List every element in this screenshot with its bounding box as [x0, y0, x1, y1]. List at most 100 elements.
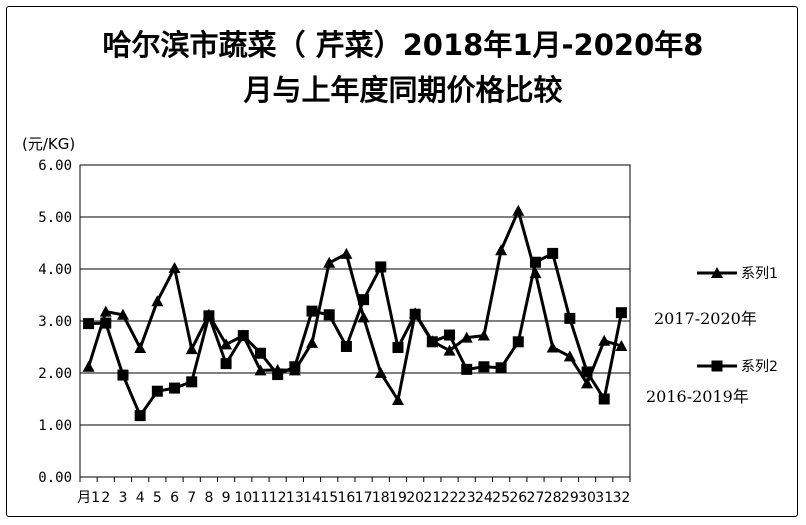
series-1-point-29: [563, 350, 576, 362]
series-2-point-14: [306, 305, 318, 317]
series-1-point-22: [443, 344, 456, 356]
series-2-point-26: [512, 336, 524, 348]
series-1-point-16: [340, 247, 353, 259]
series-1-point-15: [323, 256, 336, 268]
legend-marker-series-1: [711, 267, 723, 278]
series-1-point-2: [99, 305, 112, 317]
series-2-point-22: [444, 329, 456, 341]
series-2-point-32: [615, 307, 627, 319]
series-1-point-4: [134, 342, 147, 354]
x-tick-label-30: 30: [578, 490, 596, 506]
x-tick-label-29: 29: [561, 490, 579, 506]
x-tick-label-28: 28: [544, 490, 562, 506]
series-1-point-6: [168, 261, 181, 273]
series-2-point-5: [151, 385, 163, 397]
x-tick-label-31: 31: [595, 490, 613, 506]
series-1-point-17: [357, 311, 370, 323]
x-tick-label-3: 3: [119, 490, 128, 506]
y-tick-label-3: 3.00: [38, 314, 72, 330]
chart-frame: [6, 6, 798, 517]
series-2-point-16: [340, 340, 352, 352]
series-2-point-18: [375, 261, 387, 273]
x-tick-label-15: 15: [320, 490, 338, 506]
series-2-point-10: [237, 330, 249, 342]
series-1-point-1: [82, 360, 95, 372]
series-2-point-6: [169, 382, 181, 394]
series-1-point-11: [254, 364, 267, 376]
series-2-point-12: [272, 369, 284, 381]
series-1-point-19: [391, 394, 404, 406]
series-1-point-28: [546, 341, 559, 353]
series-2-point-27: [529, 256, 541, 268]
series-2-point-25: [495, 362, 507, 374]
x-tick-label-1: 月1: [77, 490, 100, 506]
x-tick-label-32: 32: [612, 490, 630, 506]
series-2-point-11: [254, 347, 266, 359]
series-1-line: [87, 209, 622, 402]
x-tick-label-6: 6: [170, 490, 179, 506]
x-tick-label-16: 16: [337, 490, 355, 506]
series-2-point-15: [323, 309, 335, 321]
x-tick-label-22: 22: [441, 490, 459, 506]
series-1-point-31: [598, 334, 611, 346]
series-2-point-31: [598, 393, 610, 405]
chart-title-line1: 哈尔滨市蔬菜（ 芹菜）2018年1月-2020年8: [102, 28, 704, 62]
x-tick-label-10: 10: [234, 490, 252, 506]
series-2-point-20: [409, 308, 421, 320]
y-tick-label-5: 5.00: [38, 210, 72, 226]
legend-label-series-1: 系列1: [741, 266, 778, 282]
series-1-point-14: [306, 336, 319, 348]
x-tick-label-12: 12: [269, 490, 287, 506]
x-tick-label-20: 20: [406, 490, 424, 506]
series-2-point-9: [220, 358, 232, 370]
series-1-point-26: [512, 204, 525, 216]
x-tick-label-5: 5: [153, 490, 162, 506]
series-1-point-25: [495, 244, 508, 256]
series2-period-note: 2016-2019年: [646, 387, 749, 406]
x-tick-label-17: 17: [355, 490, 373, 506]
series-2-point-13: [289, 361, 301, 373]
series-1-point-5: [151, 295, 164, 307]
series-2-point-1: [83, 318, 95, 330]
x-tick-label-25: 25: [492, 490, 510, 506]
series-2-point-8: [203, 310, 215, 322]
series-1-point-18: [374, 367, 387, 378]
x-tick-label-11: 11: [252, 490, 270, 506]
chart-title-line2: 月与上年度同期价格比较: [243, 73, 563, 107]
series-2-point-7: [186, 376, 198, 388]
series-2-point-3: [117, 369, 129, 381]
series-1-point-23: [460, 331, 473, 343]
series1-period-note: 2017-2020年: [654, 309, 757, 328]
y-tick-label-0: 0.00: [38, 470, 72, 486]
x-tick-label-23: 23: [458, 490, 476, 506]
series-2-point-17: [358, 294, 370, 306]
series-2-point-19: [392, 342, 404, 354]
x-tick-label-19: 19: [389, 490, 407, 506]
x-tick-label-14: 14: [303, 490, 321, 506]
series-2-point-23: [461, 363, 473, 375]
y-axis-unit-label: (元/KG): [22, 135, 76, 153]
series-1-point-30: [581, 377, 594, 389]
x-tick-label-18: 18: [372, 490, 390, 506]
y-tick-label-4: 4.00: [38, 262, 72, 278]
x-tick-label-27: 27: [527, 490, 545, 506]
x-tick-label-13: 13: [286, 490, 304, 506]
x-tick-label-26: 26: [509, 490, 527, 506]
series-2-point-21: [426, 336, 438, 348]
series-2-point-4: [134, 410, 146, 422]
series-2-point-30: [581, 366, 593, 378]
y-tick-label-2: 2.00: [38, 366, 72, 382]
x-tick-label-24: 24: [475, 490, 493, 506]
legend-label-series-2: 系列2: [741, 359, 778, 375]
series-2-point-2: [100, 317, 112, 329]
series-1-point-7: [185, 343, 198, 355]
series-2-point-29: [564, 312, 576, 324]
x-tick-label-8: 8: [204, 490, 213, 506]
legend-marker-series-2: [711, 360, 723, 372]
series-1-point-24: [477, 329, 490, 341]
series-2-point-28: [547, 247, 559, 259]
y-tick-label-6: 6.00: [38, 158, 72, 174]
series-1-point-9: [220, 338, 233, 350]
x-tick-label-7: 7: [187, 490, 196, 506]
